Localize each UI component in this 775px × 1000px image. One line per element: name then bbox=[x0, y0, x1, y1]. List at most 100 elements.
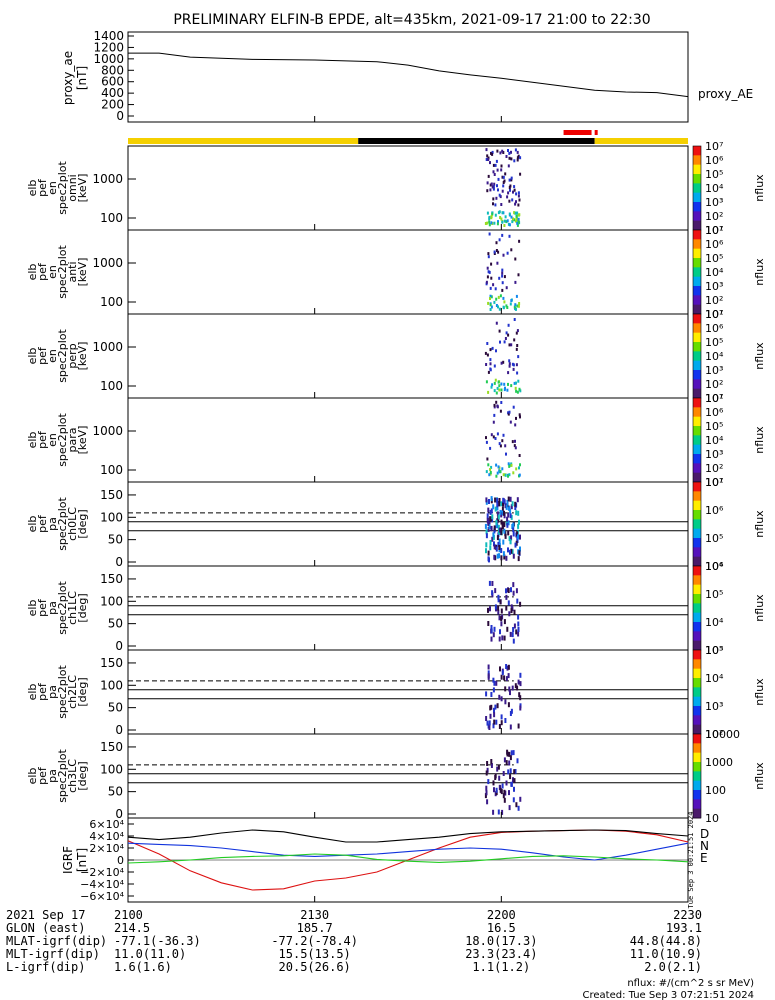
flux-pixel bbox=[485, 770, 488, 776]
flux-pixel bbox=[516, 497, 519, 503]
spec-ylabel-perp: perp bbox=[66, 343, 79, 368]
spec-ylabel-ch2LC: [deg] bbox=[76, 677, 89, 706]
flux-pixel bbox=[512, 797, 515, 803]
flux-pixel bbox=[506, 388, 509, 392]
flux-pixel bbox=[509, 508, 512, 514]
flux-pixel bbox=[510, 343, 513, 347]
spec-ylabel-ch1LC: spec2plot bbox=[56, 581, 69, 635]
flux-pixel bbox=[487, 255, 490, 259]
flux-pixel bbox=[502, 771, 505, 776]
flux-pixel bbox=[500, 789, 503, 795]
flux-pixel bbox=[497, 609, 500, 615]
flux-pixel bbox=[514, 423, 517, 427]
flux-pixel bbox=[501, 271, 504, 275]
flux-pixel bbox=[494, 287, 497, 291]
flux-pixel bbox=[503, 510, 505, 516]
flux-pixel bbox=[517, 627, 520, 632]
flux-pixel bbox=[517, 534, 519, 540]
flux-pixel bbox=[506, 219, 509, 223]
flux-pixel bbox=[505, 760, 508, 766]
flux-pixel bbox=[493, 182, 496, 186]
flux-pixel bbox=[496, 404, 499, 408]
flux-pixel bbox=[499, 409, 502, 413]
flux-pixel bbox=[507, 164, 510, 168]
flux-pixel bbox=[515, 331, 518, 335]
colorbar-tick-label: 10⁴ bbox=[705, 616, 724, 629]
flux-pixel bbox=[490, 305, 493, 309]
flux-pixel bbox=[489, 294, 492, 298]
colorbar-segment bbox=[693, 631, 701, 642]
flux-pixel bbox=[508, 760, 511, 766]
flux-pixel bbox=[485, 497, 488, 503]
colorbar-segment bbox=[693, 444, 701, 455]
ephem-row-label: GLON (east) bbox=[6, 921, 85, 935]
flux-pixel bbox=[494, 378, 497, 382]
flux-pixel bbox=[498, 388, 501, 392]
flux-pixel bbox=[515, 510, 518, 516]
colorbar-tick-label: 10⁵ bbox=[705, 532, 723, 545]
colorbar-segment bbox=[693, 678, 701, 688]
flux-pixel bbox=[506, 251, 509, 255]
spec-ylabel-ch0LC: pef bbox=[36, 514, 49, 533]
colorbar-segment bbox=[693, 575, 701, 586]
flux-pixel bbox=[509, 774, 512, 780]
flux-pixel bbox=[493, 707, 495, 713]
flux-pixel bbox=[512, 750, 515, 756]
spec-ylabel-anti: en bbox=[46, 265, 59, 279]
spec-ylabel-ch1LC: pa bbox=[46, 601, 59, 615]
spec-ytick-label: 100 bbox=[100, 463, 123, 477]
flux-pixel bbox=[491, 185, 494, 189]
status-bar-sunlit bbox=[128, 138, 359, 144]
flux-pixel bbox=[489, 297, 491, 300]
flux-pixel bbox=[513, 185, 516, 189]
flux-pixel bbox=[486, 221, 489, 225]
flux-pixel bbox=[503, 528, 506, 534]
flux-pixel bbox=[504, 172, 507, 176]
flux-pixel bbox=[498, 501, 501, 507]
flux-pixel bbox=[497, 764, 500, 770]
flux-pixel bbox=[488, 270, 491, 274]
flux-pixel bbox=[508, 751, 511, 757]
flux-pixel bbox=[493, 221, 496, 225]
spec-ylabel-para: [keV] bbox=[76, 426, 89, 455]
colorbar-tick-label: 10⁴ bbox=[705, 266, 724, 279]
flux-pixel bbox=[512, 553, 515, 559]
flux-pixel bbox=[514, 542, 517, 548]
flux-pixel bbox=[500, 203, 503, 206]
flux-pixel bbox=[514, 769, 517, 774]
colorbar-segment bbox=[693, 566, 701, 576]
flux-pixel bbox=[492, 187, 495, 191]
flux-pixel bbox=[489, 183, 492, 187]
flux-pixel bbox=[500, 401, 503, 404]
flux-pixel bbox=[496, 703, 499, 709]
spec-frame-ch1LC bbox=[127, 565, 689, 651]
flux-pixel bbox=[515, 214, 518, 218]
colorbar-segment bbox=[693, 314, 701, 324]
colorbar-segment bbox=[693, 360, 701, 371]
colorbar-segment bbox=[693, 146, 701, 156]
flux-pixel bbox=[518, 550, 521, 556]
flux-pixel bbox=[512, 405, 515, 409]
flux-pixel bbox=[515, 363, 518, 367]
flux-pixel bbox=[492, 202, 494, 206]
flux-pixel bbox=[506, 499, 509, 505]
colorbar-tick-label: 10⁶ bbox=[705, 238, 724, 251]
flux-pixel bbox=[498, 498, 501, 503]
colorbar-segment bbox=[693, 780, 701, 791]
flux-pixel bbox=[504, 686, 507, 692]
flux-pixel bbox=[491, 346, 494, 350]
colorbar-segment bbox=[693, 659, 701, 670]
ephem-value: 2230 bbox=[673, 908, 702, 922]
spec-ylabel-para: en bbox=[46, 433, 59, 447]
flux-pixel bbox=[496, 261, 499, 265]
flux-pixel bbox=[490, 385, 493, 389]
flux-pixel bbox=[495, 474, 498, 478]
flux-pixel bbox=[508, 234, 511, 238]
flux-pixel bbox=[493, 787, 495, 793]
flux-pixel bbox=[493, 381, 496, 385]
colorbar-tick-label: 10⁷ bbox=[705, 140, 723, 153]
flux-pixel bbox=[490, 763, 493, 768]
flux-pixel bbox=[500, 714, 503, 720]
flux-pixel bbox=[506, 306, 509, 309]
flux-pixel bbox=[485, 380, 488, 384]
